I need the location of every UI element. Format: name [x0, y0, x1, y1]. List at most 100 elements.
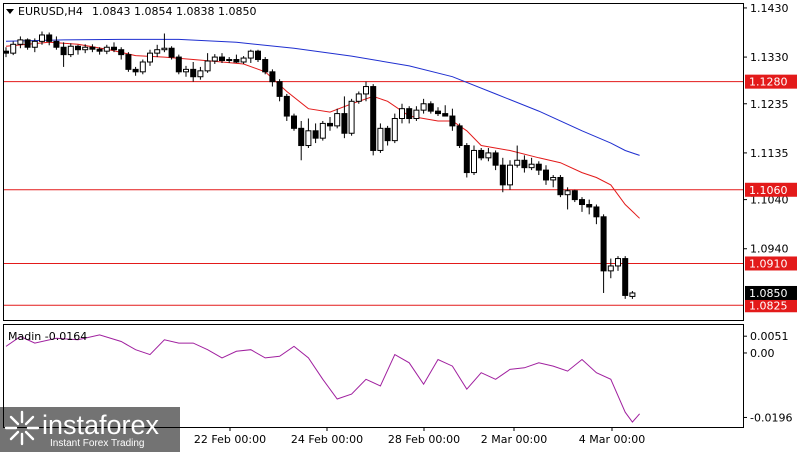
- candle-body: [183, 68, 189, 73]
- candle-body: [492, 152, 499, 166]
- candle: [161, 33, 168, 53]
- candle-body: [377, 127, 384, 151]
- candle-body: [319, 122, 326, 139]
- candle: [154, 44, 161, 58]
- candle: [586, 199, 593, 215]
- candle: [39, 31, 45, 45]
- candle-body: [355, 93, 362, 102]
- candle: [334, 108, 341, 129]
- time-tick-label: 22 Feb 00:00: [194, 433, 266, 446]
- candle-body: [269, 71, 276, 83]
- candle: [111, 42, 117, 53]
- candle: [139, 59, 146, 75]
- candle-body: [53, 40, 60, 48]
- candle: [190, 61, 197, 82]
- level-tag-1: 1.1060: [745, 182, 797, 197]
- candle: [406, 106, 413, 124]
- candle-body: [305, 130, 312, 147]
- candle-body: [528, 163, 535, 169]
- candle: [183, 65, 189, 77]
- candle-body: [211, 56, 218, 62]
- candle: [629, 291, 636, 299]
- candle: [507, 160, 513, 190]
- candle: [420, 98, 427, 114]
- time-tick-label: 24 Feb 00:00: [291, 433, 363, 446]
- candle-body: [233, 59, 240, 63]
- candle-body: [226, 59, 233, 62]
- candle-body: [391, 118, 398, 142]
- candle: [348, 98, 355, 136]
- candle: [579, 197, 585, 212]
- candle: [564, 187, 571, 210]
- candle-body: [622, 258, 629, 296]
- candle: [31, 38, 38, 53]
- candle: [370, 84, 377, 156]
- symbol-label: EURUSD,H4: [18, 5, 83, 18]
- candle: [60, 42, 67, 67]
- candle-body: [46, 34, 53, 42]
- candle-body: [3, 50, 9, 54]
- candle: [118, 47, 125, 60]
- candle-body: [557, 176, 564, 196]
- candle-body: [96, 48, 103, 52]
- candle-body: [139, 61, 146, 73]
- candle-body: [67, 45, 74, 56]
- candle: [319, 120, 326, 141]
- candle-body: [384, 127, 391, 142]
- candle-body: [435, 110, 441, 115]
- logo-burst-icon: [4, 410, 40, 446]
- time-tick-label: 2 Mar 00:00: [481, 433, 547, 446]
- candle-body: [615, 258, 621, 267]
- indicator-axis: 0.0051 0.00 -0.0196: [743, 330, 792, 424]
- candle: [384, 125, 391, 146]
- candle-body: [17, 39, 24, 45]
- candle: [499, 157, 506, 193]
- candle: [427, 101, 434, 114]
- candle: [240, 56, 247, 64]
- candle-body: [607, 265, 614, 272]
- candle-body: [514, 159, 521, 166]
- candle-body: [471, 149, 477, 174]
- candle-body: [118, 49, 125, 56]
- candle-body: [363, 86, 369, 95]
- candle-body: [543, 169, 549, 181]
- candle: [283, 93, 290, 121]
- candle-body: [499, 164, 506, 186]
- time-axis: 22 Feb 00:00 24 Feb 00:00 28 Feb 00:00 2 Ma…: [194, 427, 645, 446]
- candle: [132, 66, 139, 76]
- level-tag-3-text: 1.0825: [749, 299, 788, 312]
- candle-body: [190, 68, 197, 78]
- candle-body: [593, 206, 600, 218]
- candle: [276, 79, 283, 102]
- candle: [615, 256, 621, 271]
- candle: [341, 96, 348, 139]
- candle: [449, 108, 456, 131]
- candle-body: [161, 47, 168, 51]
- candle-body: [154, 49, 161, 54]
- level-tag-1-text: 1.1060: [749, 184, 788, 197]
- candle: [125, 52, 132, 72]
- candle-body: [147, 52, 153, 63]
- candle: [622, 256, 629, 299]
- candle: [557, 175, 564, 198]
- candle: [485, 147, 492, 162]
- current-price-tag-box: [745, 285, 797, 300]
- candle: [298, 120, 305, 161]
- level-tag-3-box: [745, 298, 797, 313]
- price-axis: 1.1430 1.1330 1.1235 1.1135 1.1040 1.0940: [743, 2, 789, 256]
- candle-body: [219, 56, 225, 62]
- price-tick-label: 1.1040: [750, 194, 789, 207]
- candle-body: [103, 46, 110, 52]
- candle: [262, 57, 269, 75]
- candles: [3, 31, 636, 299]
- candle-body: [550, 176, 557, 181]
- candle: [96, 47, 103, 55]
- candle-body: [89, 46, 96, 50]
- candle: [175, 54, 182, 75]
- candle: [247, 49, 254, 63]
- ma-slow-line: [5, 38, 640, 156]
- collapse-triangle-icon[interactable]: [6, 9, 14, 14]
- price-tick-label: 1.1430: [750, 2, 789, 15]
